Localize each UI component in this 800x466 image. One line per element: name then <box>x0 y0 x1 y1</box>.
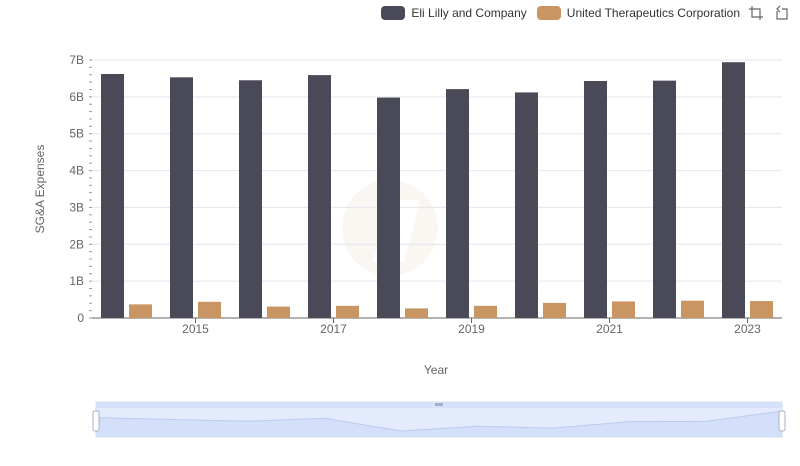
bar-eli-lilly-2018[interactable] <box>377 97 400 318</box>
bar-eli-lilly-2016[interactable] <box>239 80 262 319</box>
legend-label-eli-lilly: Eli Lilly and Company <box>411 6 527 20</box>
bar-united-therapeutics-2018[interactable] <box>405 308 428 318</box>
bar-united-therapeutics-2019[interactable] <box>474 305 497 318</box>
bar-eli-lilly-2022[interactable] <box>653 80 676 318</box>
zoom-handle-left[interactable] <box>92 410 100 432</box>
legend-item-eli-lilly[interactable]: Eli Lilly and Company <box>381 6 527 20</box>
bar-united-therapeutics-2017[interactable] <box>336 305 359 318</box>
y-axis-title: SG&A Expenses <box>33 145 47 234</box>
zoom-selection[interactable] <box>96 402 782 437</box>
y-tick-label: 1B <box>69 274 84 288</box>
zoom-area-preview <box>96 411 782 437</box>
restore-icon[interactable] <box>774 5 790 21</box>
bar-eli-lilly-2020[interactable] <box>515 92 538 318</box>
y-tick-label: 3B <box>69 200 84 214</box>
y-tick-label: 6B <box>69 90 84 104</box>
x-tick-label: 2021 <box>596 322 623 336</box>
data-zoom-slider[interactable] <box>92 401 786 438</box>
zoom-line-preview <box>95 410 783 432</box>
bar-united-therapeutics-2014[interactable] <box>129 304 152 318</box>
bar-united-therapeutics-2023[interactable] <box>750 301 773 318</box>
x-tick-label: 2017 <box>320 322 347 336</box>
x-tick-label: 2015 <box>182 322 209 336</box>
bar-eli-lilly-2017[interactable] <box>308 75 331 319</box>
x-tick-label: 2023 <box>734 322 761 336</box>
y-tick-label: 0 <box>77 311 84 325</box>
toolbox <box>748 5 790 21</box>
y-tick-label: 4B <box>69 164 84 178</box>
bar-eli-lilly-2021[interactable] <box>584 81 607 318</box>
y-tick-label: 5B <box>69 127 84 141</box>
legend-swatch-eli-lilly <box>381 6 406 20</box>
legend-swatch-united-therapeutics <box>536 6 561 20</box>
bar-united-therapeutics-2022[interactable] <box>681 300 704 318</box>
bar-united-therapeutics-2021[interactable] <box>612 301 635 318</box>
bar-united-therapeutics-2020[interactable] <box>543 302 566 318</box>
bar-eli-lilly-2023[interactable] <box>722 62 745 319</box>
y-tick-label: 7B <box>69 53 84 67</box>
bar-united-therapeutics-2015[interactable] <box>198 301 221 318</box>
bar-eli-lilly-2015[interactable] <box>170 77 193 318</box>
x-tick-label: 2019 <box>458 322 485 336</box>
legend-label-united-therapeutics: United Therapeutics Corporation <box>566 6 740 20</box>
legend-item-united-therapeutics[interactable]: United Therapeutics Corporation <box>536 6 740 20</box>
bar-united-therapeutics-2016[interactable] <box>267 306 290 318</box>
zoom-drag-grip[interactable] <box>435 403 443 406</box>
y-tick-label: 2B <box>69 237 84 251</box>
zoom-handle-right[interactable] <box>778 410 786 432</box>
bar-eli-lilly-2014[interactable] <box>101 74 124 319</box>
zoom-icon[interactable] <box>748 5 764 21</box>
legend: Eli Lilly and Company United Therapeutic… <box>381 4 740 22</box>
bar-eli-lilly-2019[interactable] <box>446 89 469 318</box>
x-axis-title: Year <box>424 363 448 377</box>
